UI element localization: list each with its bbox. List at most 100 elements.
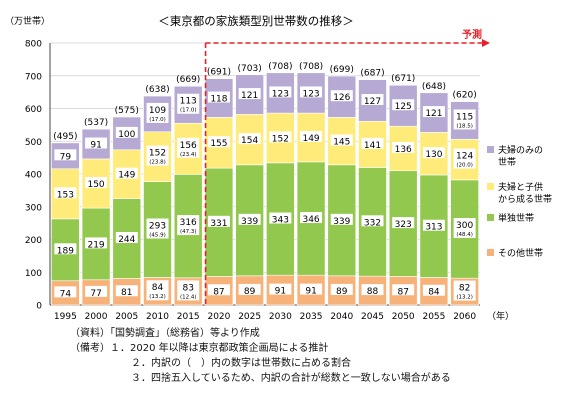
legend-label: 世帯 — [498, 156, 516, 168]
x-tick-label: 2040 — [330, 312, 353, 322]
value-label: 83 — [182, 283, 193, 293]
value-label-box — [177, 137, 200, 158]
x-axis-ticks: 1995 2000 2005 2010 2015 2020 2025 2030 2035 2040… — [54, 312, 476, 322]
legend-label: その他世帯 — [498, 247, 543, 259]
value-label-box — [300, 283, 323, 295]
share-label: (20.0) — [456, 163, 473, 169]
total-label: (495) — [53, 132, 77, 142]
value-label-box — [453, 280, 476, 301]
value-label-box — [269, 212, 292, 224]
value-label-box — [238, 133, 261, 145]
y-tick-label: 800 — [25, 40, 42, 50]
value-label: 84 — [152, 283, 164, 293]
value-label-box — [85, 237, 108, 249]
y-tick-label: 100 — [25, 269, 42, 279]
y-tick-label: 400 — [25, 171, 42, 181]
value-label: 127 — [364, 97, 381, 107]
value-label-box — [238, 213, 261, 225]
value-label-box — [269, 283, 292, 295]
value-label: 152 — [272, 134, 289, 144]
legend-swatch — [487, 249, 494, 256]
total-label: (691) — [207, 68, 231, 78]
total-label: (620) — [453, 91, 477, 101]
chart-canvas: ＜東京都の家族類型別世帯数の推移＞ （万世帯） （年） 予測 741891537… — [5, 14, 552, 322]
data-labels: 74 189 153 79 (495) 77 219 150 91 (537) 81 244 149 10… — [53, 62, 477, 301]
value-label: 343 — [272, 216, 289, 226]
value-label: 91 — [90, 141, 101, 151]
forecast-arrowhead — [482, 39, 490, 47]
x-tick-label: 1995 — [54, 312, 77, 322]
value-label: 219 — [87, 240, 104, 250]
legend-label: から成る世帯 — [498, 193, 552, 205]
y-tick-label: 700 — [25, 72, 42, 82]
value-label: 91 — [275, 287, 286, 297]
value-label-box — [269, 131, 292, 143]
value-label: 244 — [118, 235, 135, 245]
value-label: 145 — [333, 138, 350, 148]
legend-label: 夫婦と子供 — [498, 181, 543, 193]
value-label: 152 — [149, 149, 166, 159]
value-label: 82 — [459, 284, 470, 294]
x-axis-label: （年） — [487, 310, 514, 322]
value-label-box — [207, 136, 230, 148]
value-label: 150 — [87, 180, 104, 190]
y-axis-label: （万世帯） — [5, 15, 50, 27]
value-label-box — [392, 141, 415, 153]
y-tick-label: 0 — [36, 302, 42, 312]
total-label: (671) — [391, 74, 415, 84]
value-label: 88 — [367, 287, 379, 297]
total-label: (669) — [176, 75, 200, 85]
value-label: 130 — [425, 150, 442, 160]
value-label-box — [115, 232, 138, 244]
value-label: 113 — [180, 97, 197, 107]
value-label: 149 — [118, 171, 135, 181]
x-tick-label: 2020 — [207, 312, 230, 322]
share-label: (45.9) — [149, 233, 166, 239]
share-label: (47.3) — [180, 229, 197, 235]
x-tick-label: 2025 — [238, 312, 261, 322]
value-label: 300 — [456, 221, 473, 231]
value-label: 77 — [90, 289, 101, 299]
value-label-box — [330, 213, 353, 225]
share-label: (13.2) — [149, 294, 166, 300]
remark-1: （備考）１．2020 年以降は東京都政策企画局による推計 — [70, 343, 329, 354]
value-label: 123 — [302, 89, 319, 99]
value-label: 124 — [456, 152, 473, 162]
value-label: 332 — [364, 218, 381, 228]
value-label: 189 — [57, 246, 74, 256]
value-label-box — [85, 176, 108, 188]
value-label: 123 — [272, 89, 289, 99]
value-label: 121 — [425, 109, 442, 119]
value-label-box — [146, 145, 169, 166]
value-label-box — [54, 286, 77, 298]
value-label-box — [177, 280, 200, 301]
value-label: 89 — [244, 287, 256, 297]
total-label: (648) — [422, 82, 446, 92]
value-label-box — [392, 284, 415, 296]
value-label: 316 — [180, 218, 197, 228]
value-label-box — [300, 212, 323, 224]
legend-swatch — [487, 146, 494, 153]
x-tick-label: 2010 — [146, 312, 169, 322]
share-label: (48.4) — [456, 232, 473, 238]
share-label: (23.8) — [149, 160, 166, 166]
value-label-box — [422, 284, 445, 296]
share-label: (23.4) — [180, 152, 197, 158]
value-label-box — [422, 219, 445, 231]
value-label: 109 — [149, 106, 166, 116]
x-tick-label: 2045 — [361, 312, 384, 322]
y-axis-ticks: 0 100 200 300 400 500 600 700 800 — [25, 40, 42, 312]
value-label-box — [146, 102, 169, 123]
value-label: 91 — [305, 287, 316, 297]
value-label-box — [330, 134, 353, 146]
value-label-box — [392, 99, 415, 111]
total-label: (699) — [330, 65, 354, 75]
value-label-box — [54, 149, 77, 161]
value-label: 323 — [395, 220, 412, 230]
value-label-box — [115, 285, 138, 297]
value-label: 155 — [210, 139, 227, 149]
value-label: 87 — [397, 287, 408, 297]
value-label-box — [361, 284, 384, 296]
value-label-box — [330, 90, 353, 102]
value-label: 81 — [121, 288, 132, 298]
